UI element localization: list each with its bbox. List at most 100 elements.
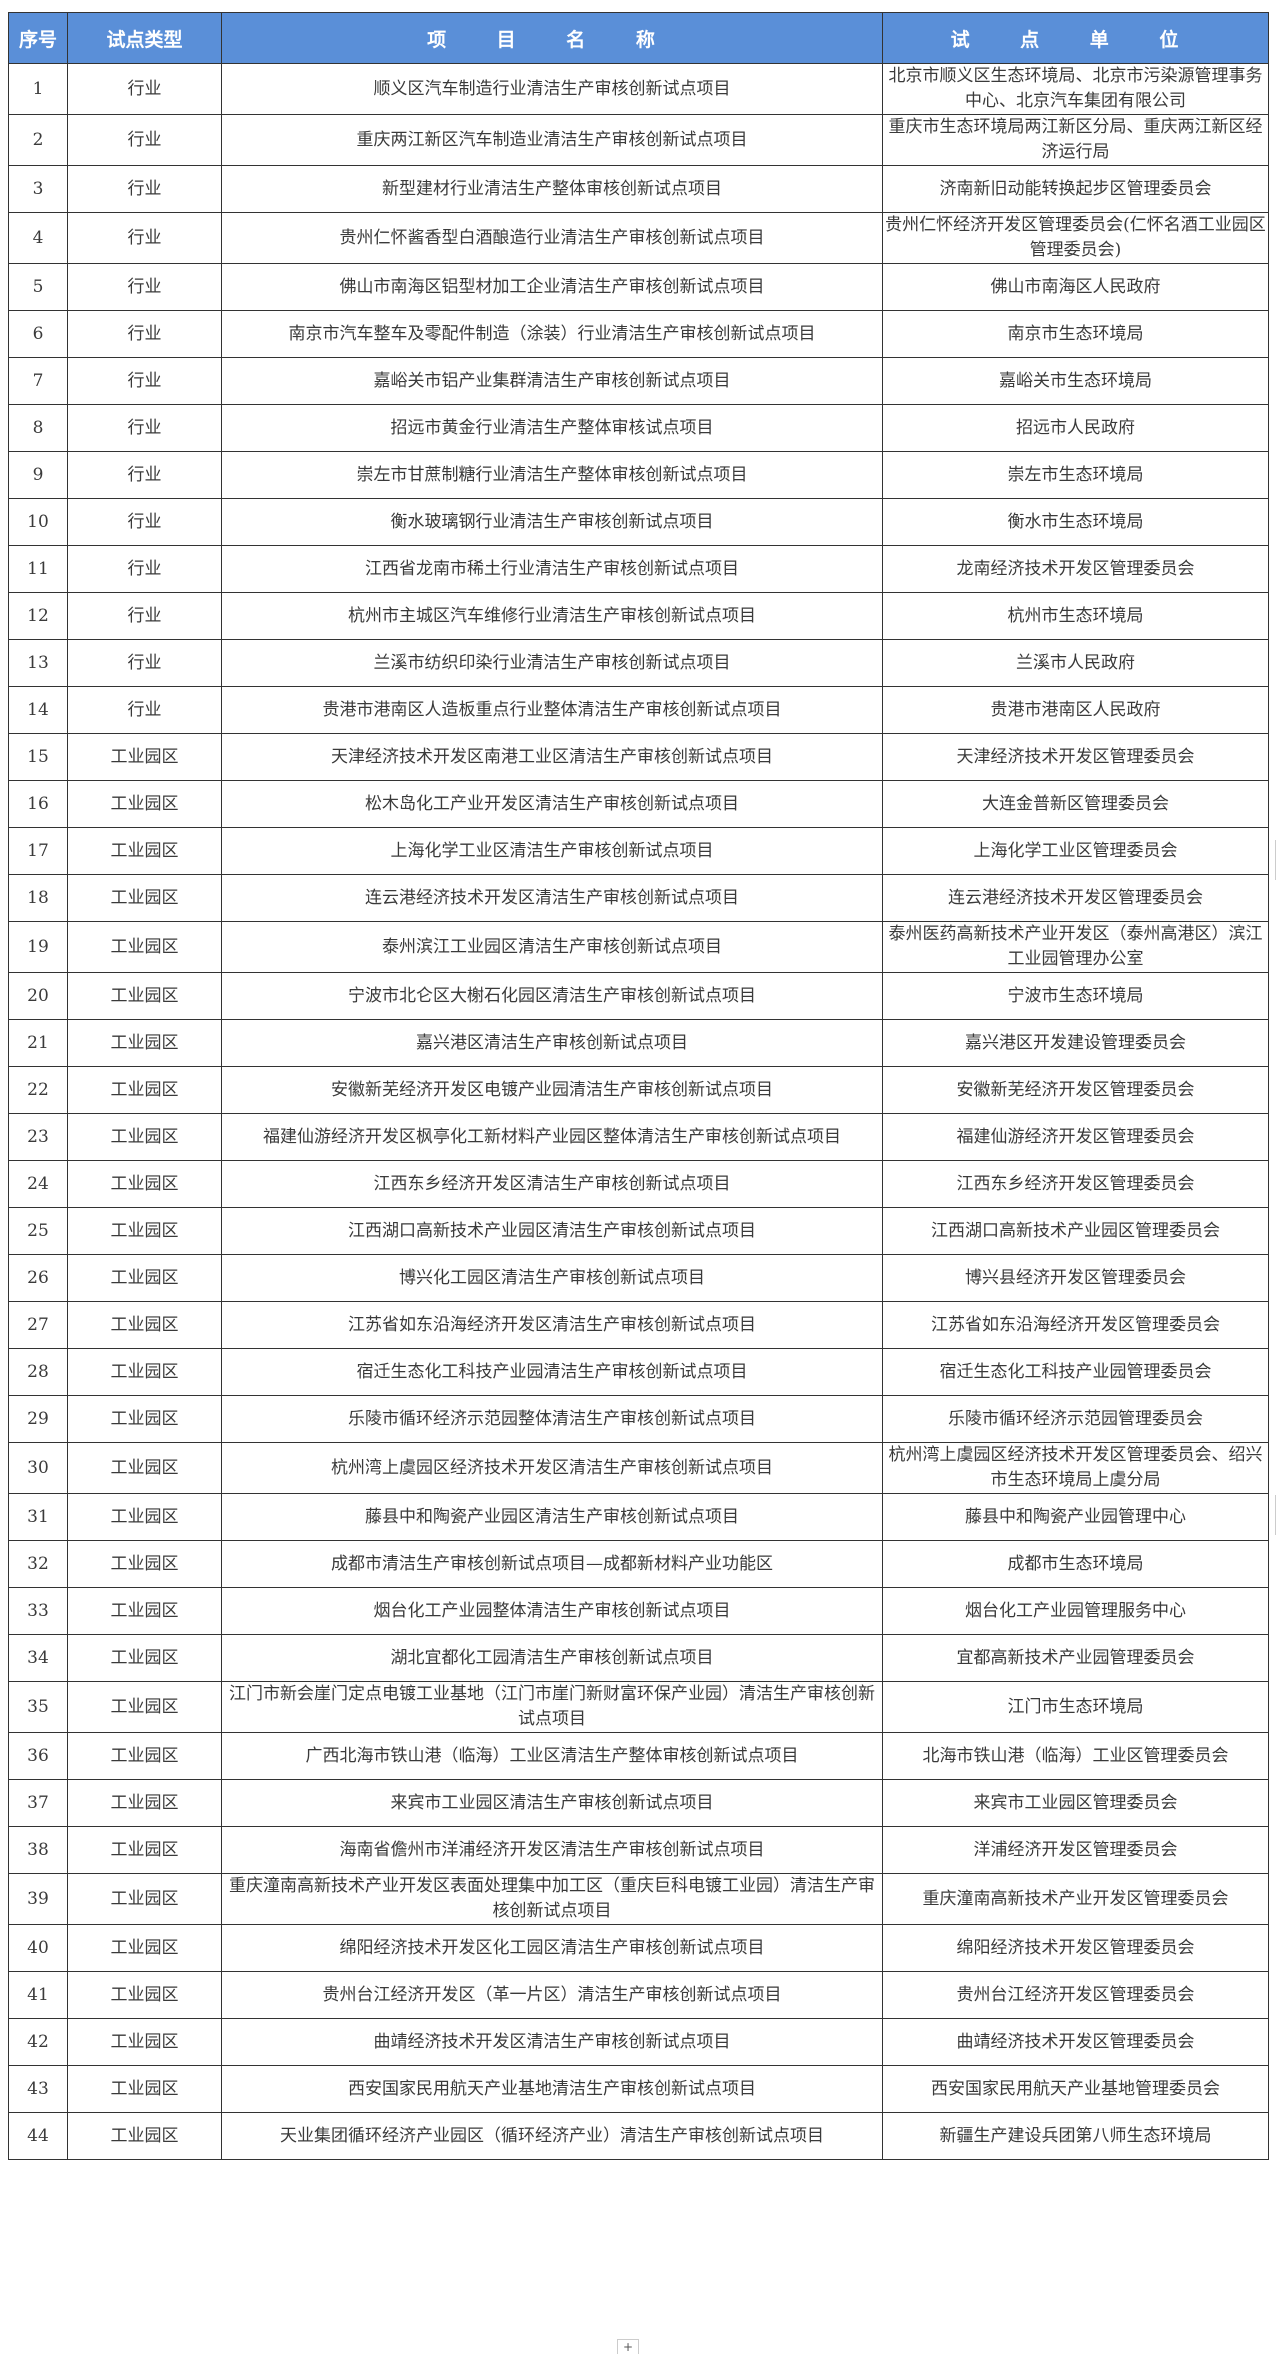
row-number: 42 — [8, 2018, 68, 2066]
row-number: 1 — [8, 63, 68, 115]
table-row: 30 工业园区 杭州湾上虞园区经济技术开发区清洁生产审核创新试点项目 杭州湾上虞园区经… — [8, 1442, 1269, 1494]
table-row: 41 工业园区 贵州台江经济开发区（革一片区）清洁生产审核创新试点项目 贵州台江经济开… — [8, 1971, 1269, 2019]
row-number: 12 — [8, 592, 68, 640]
table-row: 11 行业 江西省龙南市稀土行业清洁生产审核创新试点项目 龙南经济技术开发区管理委员会 — [8, 545, 1269, 593]
table-row: 27 工业园区 江苏省如东沿海经济开发区清洁生产审核创新试点项目 江苏省如东沿海经济开… — [8, 1301, 1269, 1349]
pilot-type: 工业园区 — [67, 972, 222, 1020]
table-row: 44 工业园区 天业集团循环经济产业园区（循环经济产业）清洁生产审核创新试点项目 新疆… — [8, 2112, 1269, 2160]
table-row: 19 工业园区 泰州滨江工业园区清洁生产审核创新试点项目 泰州医药高新技术产业开发区（… — [8, 921, 1269, 973]
project-name: 佛山市南海区铝型材加工企业清洁生产审核创新试点项目 — [221, 263, 883, 311]
pilot-unit: 大连金普新区管理委员会 — [882, 780, 1269, 828]
pilot-type: 行业 — [67, 404, 222, 452]
table-row: 33 工业园区 烟台化工产业园整体清洁生产审核创新试点项目 烟台化工产业园管理服务中心 — [8, 1587, 1269, 1635]
pilot-type: 工业园区 — [67, 1971, 222, 2019]
table-row: 43 工业园区 西安国家民用航天产业基地清洁生产审核创新试点项目 西安国家民用航天产业… — [8, 2065, 1269, 2113]
table-row: 34 工业园区 湖北宜都化工园清洁生产审核创新试点项目 宜都高新技术产业园管理委员会 — [8, 1634, 1269, 1682]
pilot-unit: 藤县中和陶瓷产业园管理中心 — [882, 1493, 1269, 1541]
pilot-unit: 绵阳经济技术开发区管理委员会 — [882, 1924, 1269, 1972]
pilot-unit: 安徽新芜经济开发区管理委员会 — [882, 1066, 1269, 1114]
table-row: 20 工业园区 宁波市北仑区大榭石化园区清洁生产审核创新试点项目 宁波市生态环境局 — [8, 972, 1269, 1020]
pilot-unit: 重庆市生态环境局两江新区分局、重庆两江新区经济运行局 — [882, 114, 1269, 166]
pilot-unit: 新疆生产建设兵团第八师生态环境局 — [882, 2112, 1269, 2160]
project-name: 成都市清洁生产审核创新试点项目—成都新材料产业功能区 — [221, 1540, 883, 1588]
pilot-unit: 成都市生态环境局 — [882, 1540, 1269, 1588]
table-row: 42 工业园区 曲靖经济技术开发区清洁生产审核创新试点项目 曲靖经济技术开发区管理委员… — [8, 2018, 1269, 2066]
project-name: 西安国家民用航天产业基地清洁生产审核创新试点项目 — [221, 2065, 883, 2113]
project-name: 曲靖经济技术开发区清洁生产审核创新试点项目 — [221, 2018, 883, 2066]
row-number: 36 — [8, 1732, 68, 1780]
pilot-unit: 洋浦经济开发区管理委员会 — [882, 1826, 1269, 1874]
row-number: 33 — [8, 1587, 68, 1635]
row-number: 32 — [8, 1540, 68, 1588]
project-name: 烟台化工产业园整体清洁生产审核创新试点项目 — [221, 1587, 883, 1635]
project-name: 泰州滨江工业园区清洁生产审核创新试点项目 — [221, 921, 883, 973]
table-row: 25 工业园区 江西湖口高新技术产业园区清洁生产审核创新试点项目 江西湖口高新技术产业… — [8, 1207, 1269, 1255]
row-number: 28 — [8, 1348, 68, 1396]
project-name: 绵阳经济技术开发区化工园区清洁生产审核创新试点项目 — [221, 1924, 883, 1972]
project-name: 贵州台江经济开发区（革一片区）清洁生产审核创新试点项目 — [221, 1971, 883, 2019]
pilot-unit: 博兴县经济开发区管理委员会 — [882, 1254, 1269, 1302]
table-row: 6 行业 南京市汽车整车及零配件制造（涂装）行业清洁生产审核创新试点项目 南京市生态环… — [8, 310, 1269, 358]
pilot-unit: 来宾市工业园区管理委员会 — [882, 1779, 1269, 1827]
pilot-unit: 曲靖经济技术开发区管理委员会 — [882, 2018, 1269, 2066]
table-row: 23 工业园区 福建仙游经济开发区枫亭化工新材料产业园区整体清洁生产审核创新试点项目… — [8, 1113, 1269, 1161]
pilot-type: 工业园区 — [67, 1066, 222, 1114]
row-number: 19 — [8, 921, 68, 973]
header-pilot-unit: 试 点 单 位 — [882, 12, 1269, 64]
pilot-type: 行业 — [67, 63, 222, 115]
pilot-unit: 西安国家民用航天产业基地管理委员会 — [882, 2065, 1269, 2113]
pilot-type: 工业园区 — [67, 1826, 222, 1874]
row-number: 7 — [8, 357, 68, 405]
pilot-type: 工业园区 — [67, 1442, 222, 1494]
project-name: 嘉峪关市铝产业集群清洁生产审核创新试点项目 — [221, 357, 883, 405]
pilot-type: 工业园区 — [67, 2018, 222, 2066]
table-row: 26 工业园区 博兴化工园区清洁生产审核创新试点项目 博兴县经济开发区管理委员会 — [8, 1254, 1269, 1302]
pilot-unit: 崇左市生态环境局 — [882, 451, 1269, 499]
project-name: 乐陵市循环经济示范园整体清洁生产审核创新试点项目 — [221, 1395, 883, 1443]
pilot-unit: 江苏省如东沿海经济开发区管理委员会 — [882, 1301, 1269, 1349]
project-name: 福建仙游经济开发区枫亭化工新材料产业园区整体清洁生产审核创新试点项目 — [221, 1113, 883, 1161]
project-name: 崇左市甘蔗制糖行业清洁生产整体审核创新试点项目 — [221, 451, 883, 499]
row-number: 5 — [8, 263, 68, 311]
project-name: 湖北宜都化工园清洁生产审核创新试点项目 — [221, 1634, 883, 1682]
table-row: 4 行业 贵州仁怀酱香型白酒酿造行业清洁生产审核创新试点项目 贵州仁怀经济开发区管理委… — [8, 212, 1269, 264]
pilot-unit: 佛山市南海区人民政府 — [882, 263, 1269, 311]
pilot-unit: 贵州台江经济开发区管理委员会 — [882, 1971, 1269, 2019]
pilot-type: 工业园区 — [67, 874, 222, 922]
project-name: 顺义区汽车制造行业清洁生产审核创新试点项目 — [221, 63, 883, 115]
row-number: 2 — [8, 114, 68, 166]
pilot-type: 工业园区 — [67, 2112, 222, 2160]
table-row: 39 工业园区 重庆潼南高新技术产业开发区表面处理集中加工区（重庆巨科电镀工业园）清… — [8, 1873, 1269, 1925]
table-header-row: 序号 试点类型 项 目 名 称 试 点 单 位 — [8, 12, 1269, 64]
row-number: 25 — [8, 1207, 68, 1255]
pilot-unit: 江西湖口高新技术产业园区管理委员会 — [882, 1207, 1269, 1255]
row-number: 41 — [8, 1971, 68, 2019]
pilot-type: 工业园区 — [67, 1681, 222, 1733]
table-row: 35 工业园区 江门市新会崖门定点电镀工业基地（江门市崖门新财富环保产业园）清洁生产… — [8, 1681, 1269, 1733]
project-name: 贵州仁怀酱香型白酒酿造行业清洁生产审核创新试点项目 — [221, 212, 883, 264]
pilot-unit: 北京市顺义区生态环境局、北京市污染源管理事务中心、北京汽车集团有限公司 — [882, 63, 1269, 115]
project-name: 宁波市北仑区大榭石化园区清洁生产审核创新试点项目 — [221, 972, 883, 1020]
row-number: 38 — [8, 1826, 68, 1874]
pilot-unit: 乐陵市循环经济示范园管理委员会 — [882, 1395, 1269, 1443]
table-row: 32 工业园区 成都市清洁生产审核创新试点项目—成都新材料产业功能区 成都市生态环境局 — [8, 1540, 1269, 1588]
project-name: 衡水玻璃钢行业清洁生产审核创新试点项目 — [221, 498, 883, 546]
header-no: 序号 — [8, 12, 68, 64]
pilot-type: 行业 — [67, 165, 222, 213]
pilot-type: 工业园区 — [67, 780, 222, 828]
pilot-type: 行业 — [67, 310, 222, 358]
pilot-type: 工业园区 — [67, 1493, 222, 1541]
pilot-projects-table: 序号 试点类型 项 目 名 称 试 点 单 位 1 行业 顺义区汽车制造行业清洁生产… — [8, 12, 1269, 2160]
pilot-type: 工业园区 — [67, 921, 222, 973]
table-row: 7 行业 嘉峪关市铝产业集群清洁生产审核创新试点项目 嘉峪关市生态环境局 — [8, 357, 1269, 405]
row-number: 27 — [8, 1301, 68, 1349]
table-row: 21 工业园区 嘉兴港区清洁生产审核创新试点项目 嘉兴港区开发建设管理委员会 — [8, 1019, 1269, 1067]
row-number: 24 — [8, 1160, 68, 1208]
add-sheet-button[interactable]: + — [617, 2339, 639, 2354]
pilot-unit: 烟台化工产业园管理服务中心 — [882, 1587, 1269, 1635]
scrollbar-mark[interactable] — [1275, 1495, 1280, 1535]
project-name: 天业集团循环经济产业园区（循环经济产业）清洁生产审核创新试点项目 — [221, 2112, 883, 2160]
pilot-type: 工业园区 — [67, 733, 222, 781]
table-row: 22 工业园区 安徽新芜经济开发区电镀产业园清洁生产审核创新试点项目 安徽新芜经济开发… — [8, 1066, 1269, 1114]
scrollbar-mark[interactable] — [1275, 840, 1280, 880]
